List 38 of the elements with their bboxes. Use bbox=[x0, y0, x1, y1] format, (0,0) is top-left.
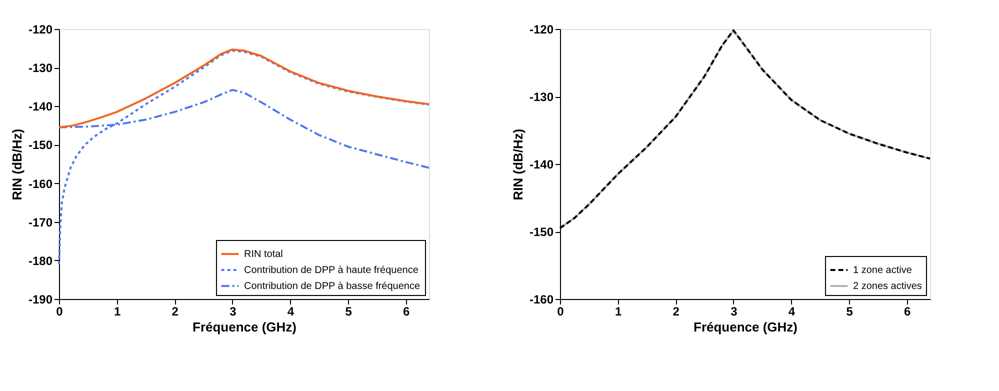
y-tick-label: -180 bbox=[28, 254, 53, 268]
y-tick-label: -150 bbox=[28, 138, 53, 152]
y-tick-label: -120 bbox=[28, 22, 53, 36]
y-axis-title: RIN (dB/Hz) bbox=[9, 128, 24, 200]
y-tick-label: -130 bbox=[529, 90, 554, 104]
y-tick-label: -160 bbox=[28, 176, 53, 191]
x-tick-label: 1 bbox=[114, 304, 121, 318]
y-tick-label: -130 bbox=[28, 61, 53, 76]
y-tick-label: -140 bbox=[529, 158, 554, 172]
x-tick-label: 0 bbox=[56, 304, 64, 318]
x-tick-label: 3 bbox=[230, 304, 237, 318]
y-tick-label: -170 bbox=[28, 215, 53, 230]
x-tick-label: 4 bbox=[287, 304, 294, 318]
x-tick-label: 2 bbox=[172, 304, 179, 318]
x-tick-label: 2 bbox=[672, 304, 680, 318]
x-tick-label: 5 bbox=[846, 304, 854, 318]
x-tick-label: 6 bbox=[904, 304, 912, 318]
line-series bbox=[58, 50, 430, 266]
y-tick-label: -190 bbox=[28, 292, 53, 306]
legend-label: 1 zone active bbox=[853, 265, 912, 276]
y-axis-title: RIN (dB/Hz) bbox=[510, 128, 526, 200]
line-series bbox=[58, 48, 430, 128]
y-tick-label: -160 bbox=[529, 292, 554, 306]
legend-label: RIN total bbox=[244, 249, 283, 260]
x-tick-label: 6 bbox=[403, 304, 410, 318]
x-tick-label: 3 bbox=[730, 304, 738, 318]
legend-label: Contribution de DPP à haute fréquence bbox=[244, 265, 419, 276]
y-tick-label: -120 bbox=[529, 22, 554, 36]
legend-label: 2 zones actives bbox=[853, 281, 922, 292]
x-tick-label: 0 bbox=[557, 304, 564, 318]
y-tick-label: -150 bbox=[529, 225, 554, 239]
x-tick-label: 4 bbox=[788, 304, 796, 318]
x-axis-title: Fréquence (GHz) bbox=[192, 320, 297, 334]
x-axis-title: Fréquence (GHz) bbox=[693, 320, 798, 334]
x-tick-label: 1 bbox=[614, 304, 622, 318]
legend-label: Contribution de DPP à basse fréquence bbox=[244, 281, 420, 292]
x-tick-label: 5 bbox=[345, 304, 352, 318]
y-tick-label: -140 bbox=[28, 100, 53, 114]
